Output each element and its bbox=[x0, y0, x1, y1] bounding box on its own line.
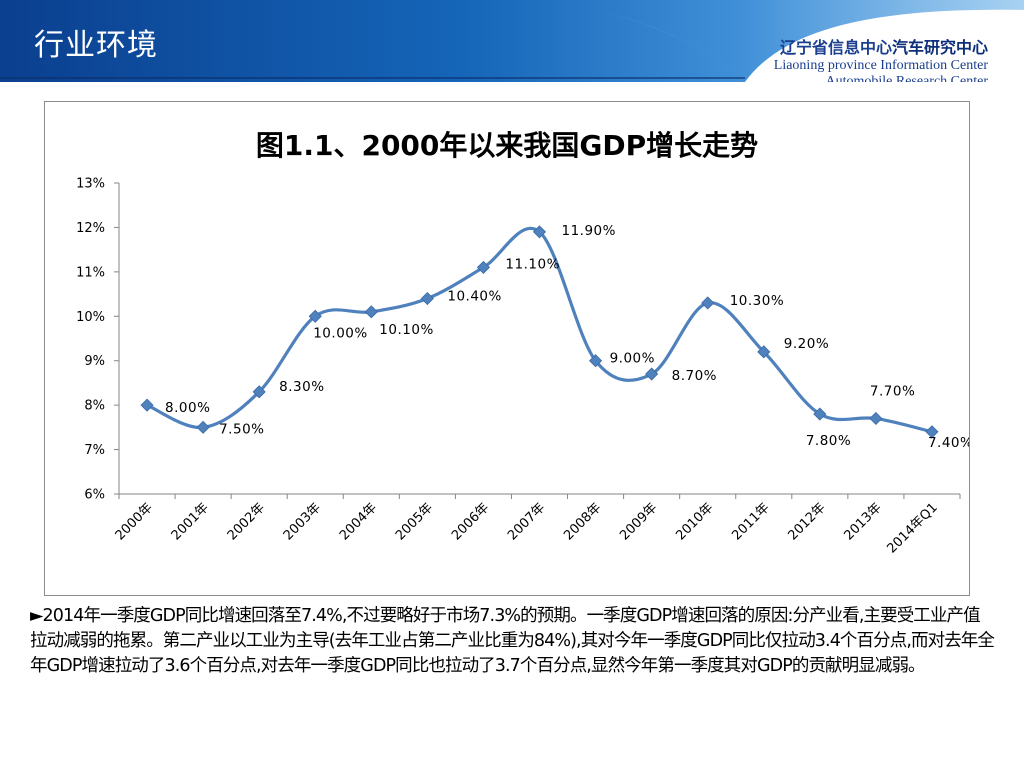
x-tick-label: 2014年Q1 bbox=[885, 500, 941, 556]
data-point-marker bbox=[196, 420, 210, 434]
data-point-marker bbox=[476, 260, 490, 274]
data-label: 11.10% bbox=[505, 256, 559, 272]
data-point-marker bbox=[420, 291, 434, 306]
org-name-en-line2: Automobile Research Center bbox=[825, 74, 988, 82]
analysis-paragraph: ►2014年一季度GDP同比增速回落至7.4%,不过要略好于市场7.3%的预期。… bbox=[30, 606, 995, 676]
data-label: 10.40% bbox=[447, 289, 501, 305]
data-point-marker bbox=[532, 225, 547, 239]
chart-title: 图1.1、2000年以来我国GDP增长走势 bbox=[255, 129, 759, 162]
y-tick-label: 6% bbox=[84, 488, 105, 503]
x-tick-label: 2002年 bbox=[225, 500, 268, 543]
x-tick-label: 2007年 bbox=[505, 500, 548, 543]
data-label: 9.00% bbox=[610, 351, 655, 367]
x-tick-label: 2010年 bbox=[673, 500, 716, 543]
data-point-marker bbox=[813, 407, 827, 421]
x-tick-label: 2003年 bbox=[281, 500, 324, 543]
x-tick-label: 2004年 bbox=[337, 500, 380, 543]
gdp-line-chart: 6% 7% 8% 9% 10% 11% 12% 13% 2000年 2001年 2002年 2003年… bbox=[76, 177, 969, 557]
data-point-marker bbox=[757, 345, 771, 359]
organization-logo-text: 辽宁省信息中心汽车研究中心 Liaoning province Informat… bbox=[774, 34, 988, 82]
data-label: 8.70% bbox=[672, 368, 717, 384]
banner-shape bbox=[0, 0, 1024, 82]
y-tick-label: 12% bbox=[76, 221, 105, 236]
x-tick-label: 2000年 bbox=[113, 500, 156, 543]
data-label: 7.50% bbox=[219, 421, 264, 437]
data-label: 7.70% bbox=[870, 383, 915, 399]
data-label: 11.90% bbox=[562, 223, 616, 239]
data-label: 7.40% bbox=[928, 435, 969, 451]
y-tick-label: 8% bbox=[84, 399, 105, 414]
section-title: 行业环境 bbox=[34, 28, 158, 63]
data-point-marker bbox=[645, 367, 659, 381]
x-tick-label: 2005年 bbox=[393, 500, 436, 543]
data-label: 10.10% bbox=[379, 322, 433, 338]
data-label: 7.80% bbox=[806, 433, 851, 449]
header-banner: 行业环境 辽宁省信息中心汽车研究中心 Liaoning province Inf… bbox=[0, 0, 1024, 82]
x-tick-label: 2001年 bbox=[169, 500, 212, 543]
data-point-marker bbox=[140, 398, 154, 412]
data-point-marker bbox=[869, 411, 883, 426]
data-point-marker bbox=[308, 309, 322, 323]
data-point-marker bbox=[701, 296, 715, 310]
gdp-series-line bbox=[145, 226, 934, 434]
x-tick-label: 2011年 bbox=[729, 500, 772, 543]
data-label: 8.00% bbox=[165, 400, 210, 416]
data-label: 8.30% bbox=[279, 379, 324, 395]
y-tick-label: 9% bbox=[84, 354, 105, 369]
data-label: 10.00% bbox=[313, 325, 367, 341]
data-label: 9.20% bbox=[784, 336, 829, 352]
data-point-marker bbox=[252, 385, 266, 399]
chart-frame: 图1.1、2000年以来我国GDP增长走势 6% 7% 8% 9% 10% 11% 12% 1… bbox=[44, 101, 970, 596]
x-tick-label: 2012年 bbox=[785, 500, 828, 543]
y-tick-label: 10% bbox=[76, 310, 105, 325]
y-tick-label: 13% bbox=[76, 177, 105, 192]
org-name-cn-plain: 辽宁省信息中心 bbox=[779, 38, 892, 57]
data-point-marker bbox=[364, 305, 378, 319]
data-label: 10.30% bbox=[730, 293, 784, 309]
x-tick-label: 2009年 bbox=[617, 500, 660, 543]
org-name-cn: 辽宁省信息中心汽车研究中心 bbox=[774, 34, 988, 58]
x-tick-label: 2006年 bbox=[449, 500, 492, 543]
y-tick-label: 7% bbox=[84, 443, 105, 458]
y-tick-label: 11% bbox=[76, 265, 105, 280]
x-tick-label: 2013年 bbox=[842, 500, 885, 543]
org-name-en-line1: Liaoning province Information Center bbox=[773, 58, 988, 73]
data-point-marker bbox=[589, 354, 603, 368]
org-name-cn-strong: 汽车研究中心 bbox=[891, 38, 988, 57]
data-point-marker bbox=[925, 425, 939, 439]
x-tick-label: 2008年 bbox=[561, 500, 604, 543]
